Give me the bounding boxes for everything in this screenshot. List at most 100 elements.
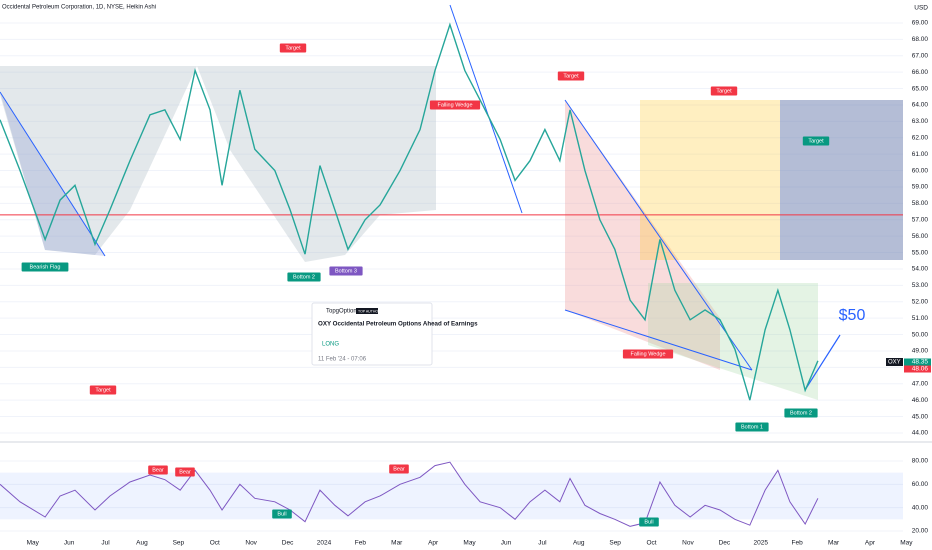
y-tick-label: 53.00 <box>912 282 929 289</box>
y-tick-label: 45.00 <box>912 413 929 420</box>
x-tick-label: May <box>27 540 40 547</box>
x-tick-label: Nov <box>245 540 257 547</box>
y-tick-label: 58.00 <box>912 200 929 207</box>
y-tick-label: 44.00 <box>912 430 929 437</box>
trend-line <box>449 4 523 214</box>
annotation-label: Target <box>716 88 732 94</box>
card-title: OXY Occidental Petroleum Options Ahead o… <box>318 321 478 328</box>
volume-profile <box>640 100 903 260</box>
x-tick-label: Jun <box>64 540 75 547</box>
x-tick-label: Jul <box>538 540 547 547</box>
card-bg <box>311 302 433 366</box>
card-author: TopgOptions <box>326 309 360 315</box>
y-tick-label: 46.00 <box>912 397 929 404</box>
price-tag-label: 48.06 <box>912 366 929 373</box>
card-date: 11 Feb '24 - 07:06 <box>318 357 367 363</box>
x-tick-label: Mar <box>391 540 403 547</box>
y-tick-label: 50.00 <box>912 331 929 338</box>
annotation-box <box>89 385 117 395</box>
annotation-box <box>557 71 585 81</box>
annotation-box <box>175 467 195 477</box>
x-tick-label: Dec <box>719 540 731 547</box>
annotation-label: Target <box>285 45 301 51</box>
x-tick-label: Oct <box>210 540 220 547</box>
y-tick-label: 56.00 <box>912 233 929 240</box>
annotation-label: Falling Wedge <box>630 351 665 357</box>
annotation-box <box>279 43 307 53</box>
y-tick-label: 47.00 <box>912 380 929 387</box>
y-tick-label: 62.00 <box>912 134 929 141</box>
x-tick-label: Jun <box>501 540 512 547</box>
x-tick-label: 2025 <box>754 540 769 547</box>
annotation-label: Bear <box>152 467 164 473</box>
price-target-text: $50 <box>839 307 866 324</box>
annotation-label: Bull <box>277 511 286 517</box>
idea-card[interactable]: TopgOptions TOP AUTHOR OXY Occidental Pe… <box>311 302 478 366</box>
ticker-label: OXY <box>888 360 901 366</box>
annotation-box <box>710 86 738 96</box>
x-tick-label: Oct <box>646 540 656 547</box>
x-tick-label: Feb <box>792 540 804 547</box>
annotation-label: Bottom 2 <box>293 274 315 280</box>
badge-bg <box>356 308 378 314</box>
annotation-label: Target <box>563 73 579 79</box>
price-line <box>0 22 819 401</box>
annotation-box <box>735 422 769 432</box>
rsi-band <box>0 472 903 520</box>
currency: USD <box>914 5 928 12</box>
annotation-label: Target <box>808 138 824 144</box>
ticker-tag <box>886 358 903 366</box>
annotation-label: Bull <box>644 519 653 525</box>
chart-header: Occidental Petroleum Corporation, 1D, NY… <box>2 5 156 11</box>
annotation-label: Falling Wedge <box>437 102 472 108</box>
x-tick-label: Dec <box>282 540 294 547</box>
y-tick-label: 57.00 <box>912 216 929 223</box>
annotation-label: Bottom 2 <box>790 410 812 416</box>
card-badge: TOP AUTHOR <box>358 309 381 313</box>
annotation-box <box>639 517 659 527</box>
x-tick-label: Aug <box>136 540 148 547</box>
x-tick-label: Sep <box>173 540 185 547</box>
y-tick-label: 52.00 <box>912 298 929 305</box>
x-tick-label: Aug <box>573 540 585 547</box>
y-tick-label: 61.00 <box>912 151 929 158</box>
annotation-label: Target <box>95 387 111 393</box>
annotation-box <box>622 349 674 359</box>
x-tick-label: Apr <box>865 540 876 547</box>
price-axis <box>903 0 932 550</box>
annotation-label: Bearish Flag <box>30 264 61 270</box>
x-tick-label: Sep <box>609 540 621 547</box>
card-side: LONG <box>322 342 339 348</box>
trend-line <box>564 309 753 371</box>
projection-arrow <box>804 334 841 391</box>
rsi-line <box>0 461 819 527</box>
x-tick-label: Feb <box>355 540 367 547</box>
trend-line <box>0 91 106 257</box>
annotation-box <box>802 136 830 146</box>
annotation-box <box>784 408 818 418</box>
annotation-box <box>389 464 409 474</box>
y-tick-label: 54.00 <box>912 266 929 273</box>
y-tick-label: 68.00 <box>912 36 929 43</box>
annotation-box <box>272 509 292 519</box>
y-tick-label: 69.00 <box>912 20 929 27</box>
annotation-label: Bear <box>393 466 405 472</box>
trend-line <box>564 99 753 371</box>
volume-profile <box>780 100 903 260</box>
y-tick-label: 20.00 <box>912 528 929 535</box>
y-tick-label: 51.00 <box>912 315 929 322</box>
y-tick-label: 55.00 <box>912 249 929 256</box>
x-tick-label: Apr <box>428 540 439 547</box>
x-tick-label: Jul <box>101 540 110 547</box>
y-tick-label: 60.00 <box>912 167 929 174</box>
y-tick-label: 64.00 <box>912 102 929 109</box>
y-tick-label: 49.00 <box>912 348 929 355</box>
x-tick-label: 2024 <box>317 540 332 547</box>
x-tick-label: Nov <box>682 540 694 547</box>
annotation-box <box>429 100 481 110</box>
price-tag <box>904 358 931 366</box>
annotation-label: Bottom 3 <box>335 268 357 274</box>
annotation-label: Bottom 1 <box>741 424 763 430</box>
y-tick-label: 65.00 <box>912 85 929 92</box>
